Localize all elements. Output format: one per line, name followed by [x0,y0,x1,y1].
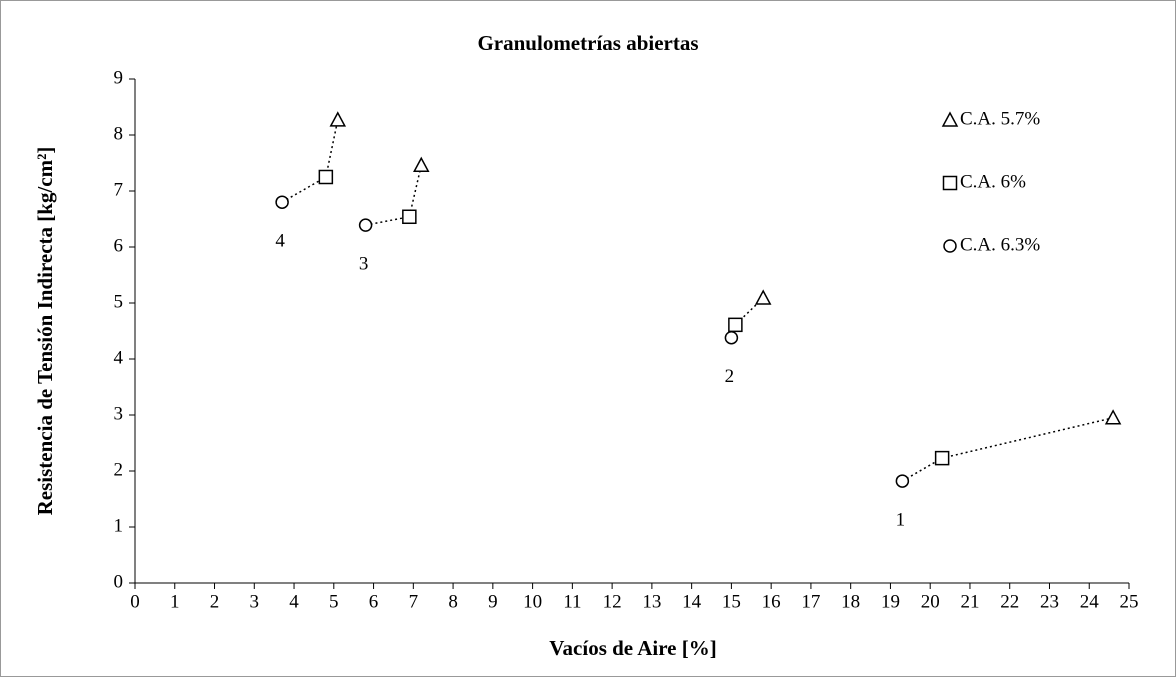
marker [413,156,430,172]
x-tick-label: 9 [488,591,498,612]
y-tick-label: 9 [114,67,124,88]
x-tick-label: 3 [250,591,260,612]
marker [941,111,959,127]
x-tick-label: 1 [170,591,180,612]
x-tick-label: 8 [448,591,458,612]
x-tick-label: 6 [369,591,379,612]
marker [724,330,739,345]
x-tick-label: 15 [722,591,741,612]
x-tick-label: 5 [329,591,339,612]
x-tick-label: 7 [409,591,419,612]
y-tick-label: 0 [114,571,124,592]
x-tick-label: 13 [642,591,661,612]
x-tick-label: 12 [603,591,622,612]
marker [329,111,347,127]
x-tick-label: 10 [523,591,542,612]
x-tick-label: 16 [762,591,781,612]
y-tick-label: 8 [114,123,124,144]
x-tick-label: 0 [130,591,140,612]
x-tick-label: 24 [1080,591,1100,612]
y-tick-label: 2 [114,459,124,480]
marker [1104,409,1122,425]
marker [358,218,373,232]
x-tick-label: 11 [563,591,581,612]
group-label: 4 [275,231,285,252]
legend-label: C.A. 6.3% [960,234,1040,255]
x-tick-label: 22 [1000,591,1019,612]
y-tick-label: 1 [114,515,124,536]
y-tick-label: 5 [114,291,124,312]
x-tick-label: 14 [682,591,702,612]
x-tick-label: 21 [960,591,979,612]
legend-label: C.A. 6% [960,171,1026,192]
marker [943,239,957,253]
y-tick-label: 7 [114,179,124,200]
x-axis-title: Vacíos de Aire [%] [549,636,716,660]
group-label: 2 [725,366,735,387]
y-axis-title: Resistencia de Tensión Indirecta [kg/cm²… [33,147,57,516]
legend-label: C.A. 5.7% [960,108,1040,129]
marker [934,450,950,466]
marker [728,317,743,333]
y-tick-label: 6 [114,235,124,256]
group-label: 1 [896,509,906,530]
group-label: 3 [359,254,369,275]
marker [318,169,334,185]
marker [402,209,417,225]
x-tick-label: 20 [921,591,940,612]
x-tick-label: 25 [1120,591,1139,612]
x-tick-label: 19 [881,591,900,612]
x-tick-label: 4 [289,591,299,612]
x-tick-label: 17 [801,591,820,612]
chart-title: Granulometrías abiertas [477,31,698,55]
x-tick-label: 18 [841,591,860,612]
y-tick-label: 3 [114,403,124,424]
marker [754,289,772,305]
x-tick-label: 23 [1040,591,1059,612]
marker [895,474,910,488]
x-tick-label: 2 [210,591,220,612]
y-tick-label: 4 [114,347,124,368]
marker [942,175,958,191]
marker [275,195,289,209]
